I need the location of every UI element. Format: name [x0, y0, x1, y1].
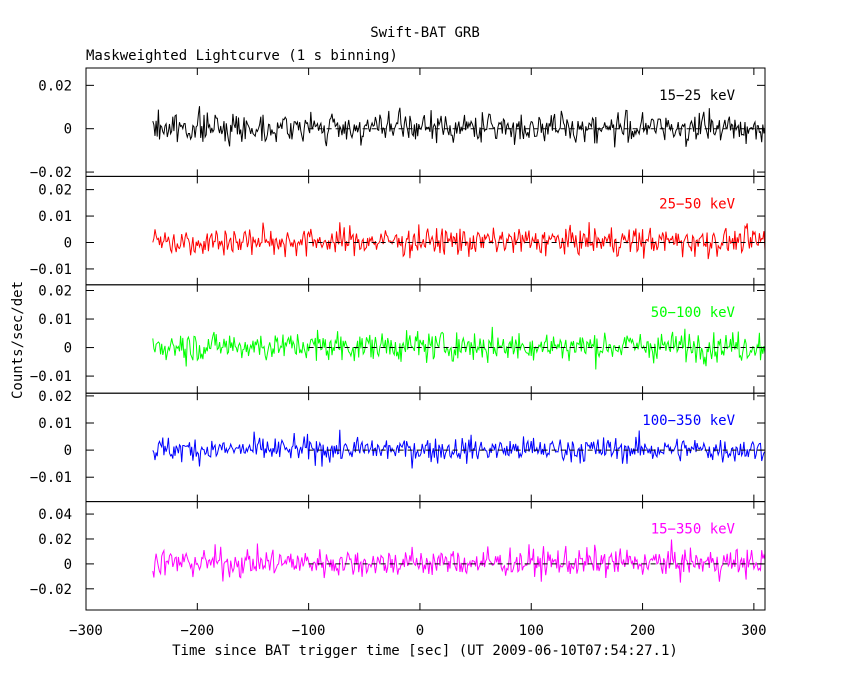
band-label: 50−100 keV [651, 305, 736, 321]
chart-title: Swift-BAT GRB [370, 25, 480, 41]
y-tick-label: 0.04 [38, 507, 72, 523]
y-tick-label: −0.02 [30, 582, 72, 598]
y-tick-label: 0.02 [38, 78, 72, 94]
y-tick-label: 0 [64, 122, 72, 138]
panel-frame [85, 67, 766, 177]
y-tick-label: 0.02 [38, 389, 72, 405]
trace-line [152, 222, 766, 260]
y-tick-label: 0 [64, 557, 72, 573]
y-tick-label: 0.01 [38, 209, 72, 225]
y-tick-label: −0.01 [30, 369, 72, 385]
band-label: 25−50 keV [659, 196, 735, 212]
x-tick-label: −200 [180, 623, 214, 639]
y-tick-label: 0.02 [38, 183, 72, 199]
band-label: 15−25 keV [659, 88, 735, 104]
band-label: 15−350 keV [651, 522, 736, 538]
x-tick-label: 200 [630, 623, 655, 639]
y-tick-label: 0.01 [38, 416, 72, 432]
y-tick-label: 0.02 [38, 532, 72, 548]
trace-line [152, 539, 766, 583]
y-tick-label: −0.01 [30, 470, 72, 486]
panel-frame [85, 501, 766, 611]
band-label: 100−350 keV [642, 413, 735, 429]
y-tick-label: 0 [64, 235, 72, 251]
chart-subtitle: Maskweighted Lightcurve (1 s binning) [86, 48, 398, 64]
y-tick-label: −0.02 [30, 165, 72, 181]
x-tick-label: 100 [519, 623, 544, 639]
y-axis-label: Counts/sec/det [10, 281, 26, 399]
y-tick-label: 0 [64, 443, 72, 459]
x-tick-label: 0 [416, 623, 424, 639]
trace-line [152, 429, 766, 469]
trace-line [152, 106, 766, 148]
trace-line [152, 326, 766, 370]
x-axis-label: Time since BAT trigger time [sec] (UT 20… [172, 643, 678, 659]
panels-group: −0.02 0 0.02 15−25 keV −0.01 0 0.01 0.02 25−50 k… [30, 67, 767, 639]
panel-frame [85, 175, 766, 286]
x-tick-label: −100 [292, 623, 326, 639]
y-tick-label: 0 [64, 341, 72, 357]
y-tick-label: −0.01 [30, 262, 72, 278]
y-tick-label: 0.02 [38, 284, 72, 300]
y-tick-label: 0.01 [38, 312, 72, 328]
x-tick-label: 300 [741, 623, 766, 639]
x-tick-label: −300 [69, 623, 103, 639]
